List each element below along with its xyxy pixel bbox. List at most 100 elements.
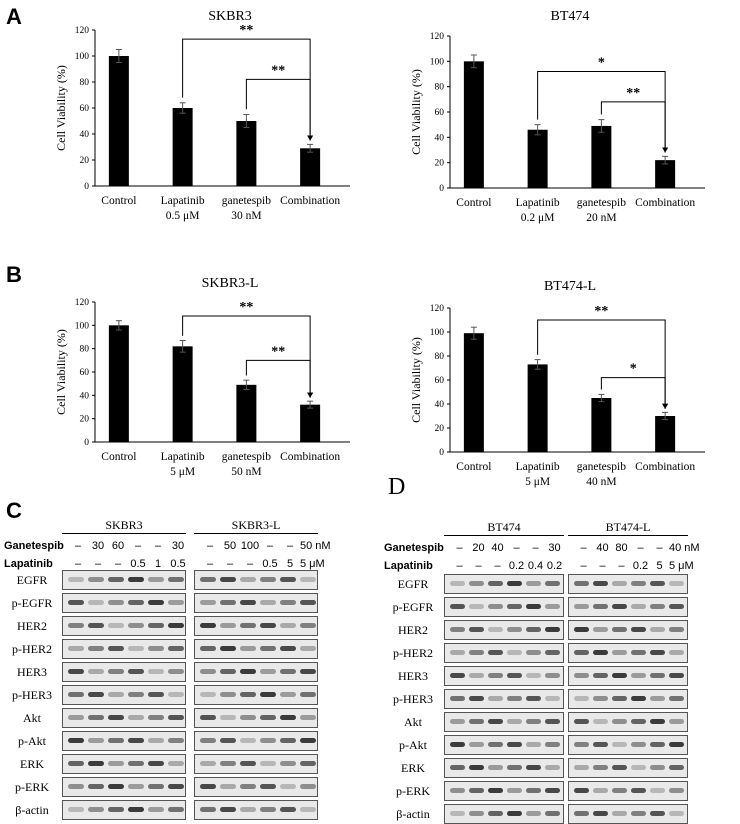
x-tick-label: ganetespib: [222, 195, 271, 207]
blot-band: [593, 811, 608, 816]
blot-band: [88, 669, 104, 674]
treatment-value: –: [599, 560, 606, 572]
significance-bracket: [182, 315, 311, 398]
treatment-value: 40: [491, 542, 504, 554]
blot-band: [280, 807, 296, 812]
blot-band: [280, 784, 296, 789]
significance-label: **: [271, 63, 285, 78]
treatment-value: –: [74, 540, 82, 552]
y-tick-label: 60: [435, 108, 445, 118]
x-tick-label: 30 nM: [231, 210, 261, 222]
blot-strip: [62, 754, 186, 774]
chart-bt474-l: BT474-L 0 20 40 60 80 100 120 Cell Viability (%)…: [409, 279, 705, 488]
blot-strip: [194, 685, 318, 705]
bar-2: [591, 125, 612, 188]
blot-band: [469, 581, 484, 586]
blot-band: [650, 742, 665, 747]
blot-band: [469, 788, 484, 793]
blot-group-underline: [62, 533, 186, 534]
y-tick-label: 80: [435, 352, 445, 362]
blot-band: [631, 788, 646, 793]
x-tick-label: Combination: [635, 197, 695, 209]
blot-band: [469, 719, 484, 724]
blot-band: [280, 669, 296, 674]
significance-label: **: [239, 23, 253, 38]
y-tick-label: 120: [430, 304, 445, 314]
blot-strip: [194, 708, 318, 728]
x-tick-label: 40 nM: [586, 476, 616, 488]
significance-label: **: [626, 86, 640, 101]
protein-label: p-EGFR: [392, 600, 434, 614]
y-tick-label: 80: [80, 78, 90, 88]
blot-band: [128, 692, 144, 697]
treatment-value: 30: [91, 540, 105, 552]
y-axis-label: Cell Viability (%): [54, 329, 68, 415]
blot-band: [669, 604, 684, 609]
blot-band: [669, 696, 684, 701]
chart-skbr3-l: SKBR3-L 0 20 40 60 80 100 120 Cell Viability (%)…: [54, 276, 350, 478]
blot-band: [612, 604, 627, 609]
bar-3: [300, 404, 321, 442]
protein-label: β-actin: [15, 803, 49, 817]
x-tick-label: Lapatinib: [516, 197, 560, 209]
blot-strip: [444, 597, 564, 617]
blot-strip: [568, 735, 688, 755]
blot-band: [469, 604, 484, 609]
blot-band: [469, 765, 484, 770]
blot-band: [507, 673, 522, 678]
blot-band: [128, 646, 144, 651]
blot-band: [488, 765, 503, 770]
treatment-value: –: [580, 560, 587, 572]
blot-band: [220, 600, 236, 605]
blot-band: [88, 623, 104, 628]
blot-band: [68, 623, 84, 628]
blot-band: [240, 646, 256, 651]
bar-1: [527, 129, 548, 188]
blot-band: [300, 646, 316, 651]
blot-band: [220, 715, 236, 720]
blot-band: [593, 765, 608, 770]
blot-band: [574, 627, 589, 632]
blot-band: [260, 577, 276, 582]
blot-strip: [62, 570, 186, 590]
blot-band: [650, 765, 665, 770]
blot-band: [545, 604, 560, 609]
blot-band: [300, 669, 316, 674]
blot-band: [260, 738, 276, 743]
blot-band: [148, 715, 164, 720]
blot-strip: [444, 781, 564, 801]
blot-band: [631, 627, 646, 632]
treatment-value: –: [226, 558, 234, 570]
blot-band: [507, 627, 522, 632]
blot-band: [507, 719, 522, 724]
treatment-value: 0.5: [262, 558, 278, 570]
blot-strip: [62, 800, 186, 820]
blot-band: [526, 788, 541, 793]
blot-strip: [194, 777, 318, 797]
blot-band: [168, 669, 184, 674]
blot-band: [220, 807, 236, 812]
blot-band: [68, 784, 84, 789]
blot-band: [612, 719, 627, 724]
blot-band: [220, 577, 236, 582]
blot-band: [526, 604, 541, 609]
treatment-value: –: [580, 542, 587, 554]
treatment-value: –: [456, 542, 463, 554]
blot-band: [526, 627, 541, 632]
y-tick-label: 40: [435, 400, 445, 410]
blot-strip: [62, 731, 186, 751]
blot-band: [469, 650, 484, 655]
blot-band: [128, 761, 144, 766]
blot-band: [148, 669, 164, 674]
blot-band: [68, 807, 84, 812]
blot-band: [88, 600, 104, 605]
blot-band: [128, 600, 144, 605]
blot-band: [240, 577, 256, 582]
x-tick-label: ganetespib: [577, 197, 626, 209]
blot-band: [280, 715, 296, 720]
protein-label: p-ERK: [15, 780, 49, 794]
x-tick-label: 50 nM: [231, 466, 261, 478]
blot-band: [574, 719, 589, 724]
blot-band: [593, 742, 608, 747]
blot-band: [669, 627, 684, 632]
